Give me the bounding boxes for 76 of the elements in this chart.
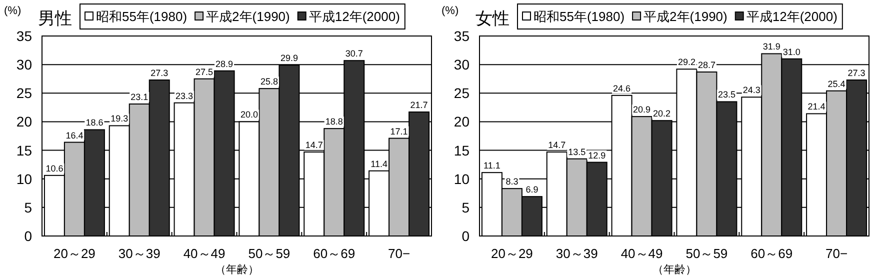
legend-label: 平成2年(1990) bbox=[644, 9, 728, 24]
x-tick-label: 20～29 bbox=[53, 246, 96, 261]
x-axis-title: （年齢） bbox=[214, 264, 259, 276]
data-label: 10.6 bbox=[46, 163, 64, 174]
data-label: 11.4 bbox=[370, 158, 388, 169]
legend-label: 平成12年(2000) bbox=[746, 9, 838, 24]
data-label: 23.3 bbox=[176, 90, 194, 101]
legend-label: 平成12年(2000) bbox=[308, 9, 400, 24]
data-label: 29.2 bbox=[678, 57, 696, 68]
x-tick-label: 40～49 bbox=[183, 246, 226, 261]
data-label: 20.9 bbox=[633, 104, 651, 115]
y-tick-label: 25 bbox=[16, 85, 32, 102]
x-tick-label: 60～69 bbox=[750, 246, 793, 261]
y-tick-label: 0 bbox=[24, 228, 32, 244]
x-tick-label: 30～39 bbox=[118, 246, 160, 261]
legend-label: 昭和55年(1980) bbox=[534, 9, 625, 24]
y-tick-label: 30 bbox=[454, 56, 470, 73]
data-label: 11.1 bbox=[484, 160, 500, 171]
y-tick-label: 35 bbox=[454, 28, 470, 44]
data-label: 18.8 bbox=[325, 116, 343, 127]
data-label: 25.4 bbox=[828, 78, 846, 89]
data-label: 23.5 bbox=[718, 90, 736, 100]
data-label: 20.0 bbox=[240, 110, 258, 120]
data-label: 27.3 bbox=[848, 68, 866, 78]
x-tick-label: 60～69 bbox=[313, 246, 356, 261]
data-label: 28.7 bbox=[698, 60, 716, 70]
chart-title: 女性 bbox=[476, 9, 510, 28]
data-label: 28.9 bbox=[216, 58, 234, 69]
x-tick-label: 70− bbox=[388, 246, 410, 261]
data-label: 29.9 bbox=[280, 53, 298, 64]
data-label: 12.9 bbox=[588, 150, 606, 160]
chart-title: 男性 bbox=[38, 9, 72, 28]
data-label: 27.3 bbox=[150, 68, 168, 78]
legend-label: 昭和55年(1980) bbox=[96, 9, 188, 24]
x-tick-label: 50～59 bbox=[686, 246, 728, 261]
data-label: 16.4 bbox=[66, 130, 84, 140]
x-tick-label: 70− bbox=[826, 246, 848, 261]
y-tick-label: 30 bbox=[16, 56, 32, 73]
y-tick-label: 35 bbox=[16, 28, 32, 44]
y-tick-label: 10 bbox=[454, 170, 470, 187]
x-tick-label: 40～49 bbox=[620, 246, 663, 261]
y-axis-title: (%) bbox=[4, 5, 22, 17]
data-label: 24.6 bbox=[613, 83, 631, 94]
data-label: 14.7 bbox=[305, 140, 323, 150]
y-tick-label: 20 bbox=[16, 114, 32, 130]
x-axis-title: （年齢） bbox=[652, 264, 696, 276]
data-label: 13.5 bbox=[568, 146, 586, 157]
y-tick-label: 25 bbox=[454, 85, 470, 102]
y-tick-label: 5 bbox=[24, 199, 32, 216]
data-label: 23.1 bbox=[130, 92, 148, 102]
x-tick-label: 30～39 bbox=[556, 246, 598, 261]
x-tick-label: 50～59 bbox=[248, 246, 290, 261]
data-label: 21.4 bbox=[808, 102, 826, 112]
y-tick-label: 10 bbox=[16, 170, 32, 187]
data-label: 24.3 bbox=[742, 85, 760, 96]
data-label: 27.5 bbox=[196, 66, 214, 77]
data-label: 20.2 bbox=[653, 108, 671, 119]
data-label: 25.8 bbox=[260, 76, 278, 87]
y-tick-label: 15 bbox=[16, 142, 32, 158]
data-label: 14.7 bbox=[548, 140, 566, 150]
data-label: 18.6 bbox=[86, 118, 104, 128]
data-label: 17.1 bbox=[390, 126, 408, 136]
data-label: 6.9 bbox=[526, 184, 538, 195]
y-axis-title: (%) bbox=[442, 5, 459, 17]
data-label: 31.0 bbox=[782, 46, 800, 57]
y-tick-label: 15 bbox=[454, 142, 470, 158]
y-tick-label: 5 bbox=[462, 199, 470, 216]
legend-label: 平成2年(1990) bbox=[206, 9, 290, 24]
y-tick-label: 0 bbox=[462, 228, 470, 244]
y-tick-label: 20 bbox=[454, 114, 470, 130]
data-label: 31.9 bbox=[762, 42, 780, 52]
x-tick-label: 20～29 bbox=[490, 246, 533, 261]
data-label: 19.3 bbox=[110, 114, 128, 124]
data-label: 30.7 bbox=[345, 48, 363, 59]
data-label: 21.7 bbox=[410, 100, 428, 110]
data-label: 8.3 bbox=[506, 176, 518, 187]
